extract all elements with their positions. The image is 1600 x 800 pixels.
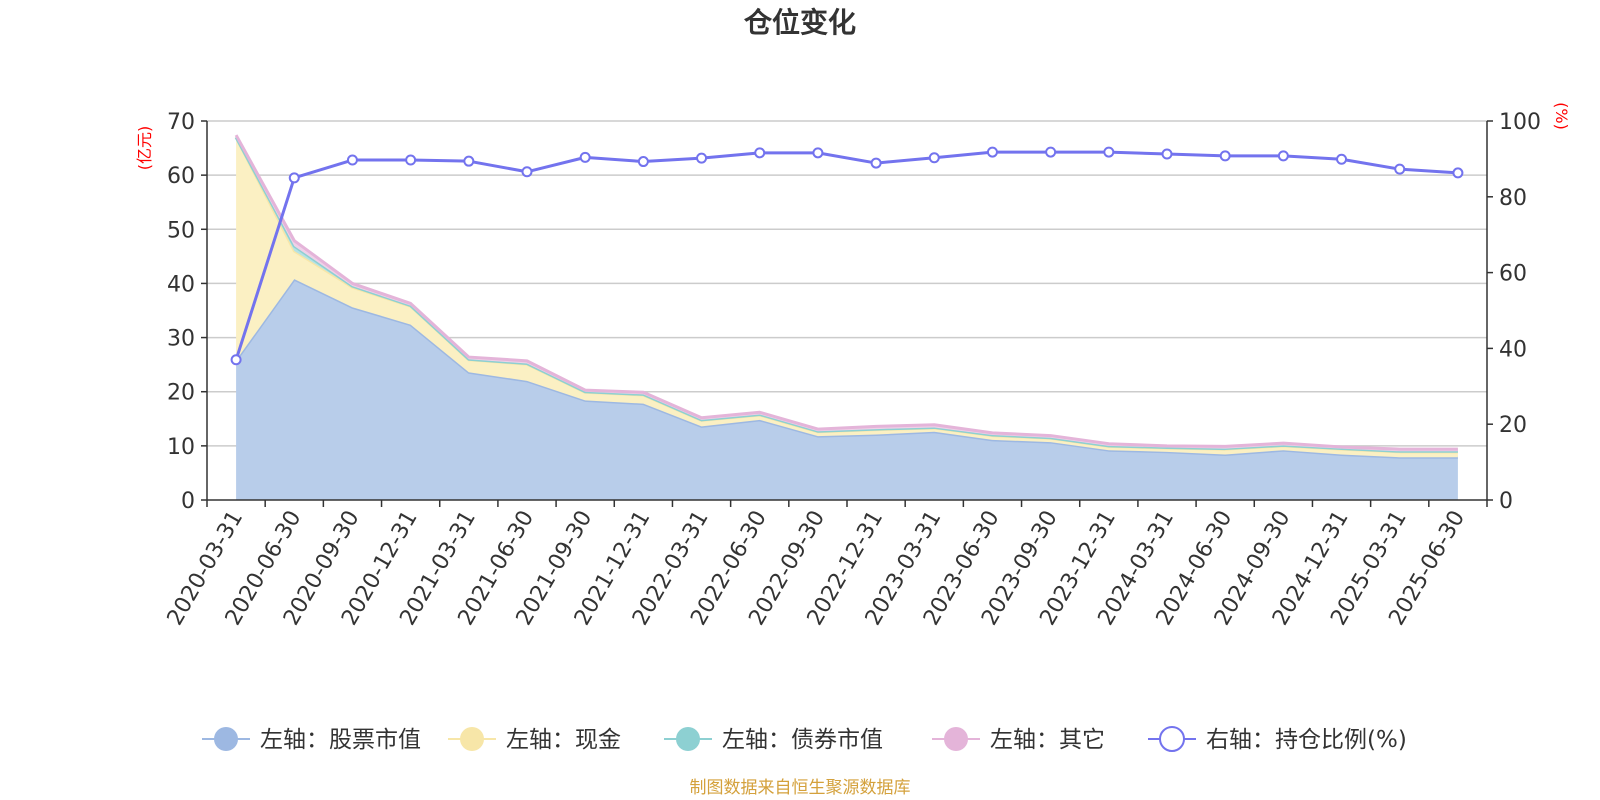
right-axis-unit: (%) — [1552, 102, 1571, 130]
legend-label: 左轴：现金 — [506, 727, 621, 753]
left-axis-unit: (亿元) — [135, 126, 154, 171]
ratio-point — [405, 154, 417, 166]
left-tick-label: 70 — [167, 110, 195, 135]
ratio-point — [812, 147, 824, 159]
ratio-point — [1452, 167, 1464, 179]
legend-marker — [460, 727, 484, 751]
area-series-1 — [236, 137, 1458, 458]
legend-marker — [676, 727, 700, 751]
left-tick-label: 0 — [181, 489, 195, 514]
chart-title: 仓位变化 — [744, 6, 856, 39]
right-tick-label: 20 — [1499, 413, 1527, 438]
ratio-point — [230, 354, 242, 366]
ratio-point — [754, 147, 766, 159]
area-line-series-3 — [234, 134, 1458, 451]
right-tick-label: 80 — [1499, 186, 1527, 211]
left-tick-label: 50 — [167, 218, 195, 243]
legend-label: 左轴：债券市值 — [722, 727, 883, 753]
ratio-line — [230, 146, 1464, 366]
legend: 左轴：股票市值 左轴：现金 左轴：债券市值 左轴：其它 右轴：持仓比例(%) — [202, 726, 1407, 753]
legend-marker — [214, 727, 238, 751]
ratio-point — [1277, 150, 1289, 162]
legend-marker — [1159, 726, 1185, 752]
ratio-point — [346, 154, 358, 166]
ratio-point — [928, 152, 940, 164]
right-tick-label: 60 — [1499, 262, 1527, 287]
ratio-point — [521, 166, 533, 178]
legend-label: 右轴：持仓比例(%) — [1206, 727, 1407, 753]
source-note: 制图数据来自恒生聚源数据库 — [690, 778, 911, 798]
legend-label: 左轴：其它 — [990, 727, 1105, 753]
left-tick-label: 60 — [167, 164, 195, 189]
ratio-point — [870, 157, 882, 169]
ratio-point — [1394, 163, 1406, 175]
left-tick-label: 10 — [167, 435, 195, 460]
ratio-point — [579, 151, 591, 163]
ratio-point — [986, 146, 998, 158]
ratio-point — [1219, 150, 1231, 162]
ratio-point — [1045, 146, 1057, 158]
ratio-point — [1161, 148, 1173, 160]
legend-marker — [944, 727, 968, 751]
ratio-point — [637, 156, 649, 168]
left-tick-label: 20 — [167, 381, 195, 406]
ratio-point — [1103, 146, 1115, 158]
ratio-point — [288, 172, 300, 184]
ratio-point — [696, 152, 708, 164]
ratio-point — [1336, 153, 1348, 165]
stacked-areas — [234, 134, 1458, 500]
right-tick-label: 100 — [1499, 110, 1541, 135]
ratio-line-path — [234, 150, 1459, 361]
left-tick-label: 40 — [167, 272, 195, 297]
ratio-point — [463, 155, 475, 167]
left-tick-label: 30 — [167, 327, 195, 352]
right-tick-label: 0 — [1499, 489, 1513, 514]
legend-label: 左轴：股票市值 — [260, 727, 421, 753]
right-tick-label: 40 — [1499, 337, 1527, 362]
area-series-0 — [236, 279, 1458, 500]
